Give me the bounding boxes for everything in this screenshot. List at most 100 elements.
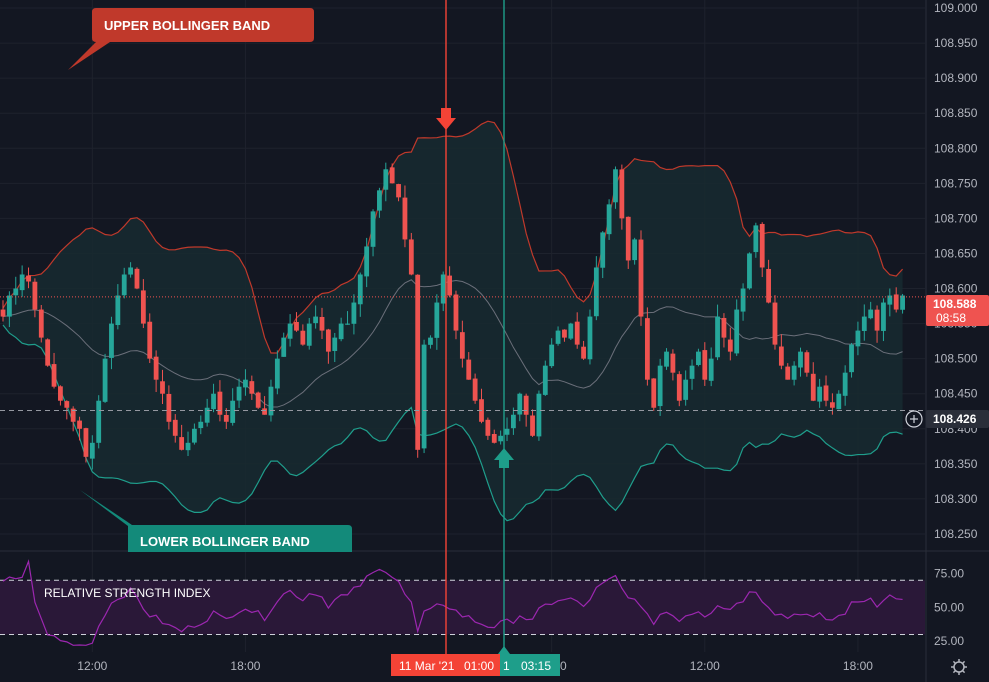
bar-countdown: 08:58: [936, 311, 966, 325]
lower-band-callout: LOWER BOLLINGER BAND: [80, 490, 352, 552]
candle-body: [715, 316, 720, 358]
lower-band-label: LOWER BOLLINGER BAND: [140, 534, 310, 549]
signal-markers: [436, 0, 514, 654]
price-tick-label: 108.900: [934, 71, 978, 85]
time-tick-label: 18:00: [230, 659, 260, 673]
candlestick-series: [0, 162, 925, 470]
candle-body: [32, 281, 38, 310]
candle-body: [523, 395, 529, 415]
price-tick-label: 109.000: [934, 1, 978, 15]
candle-body: [243, 379, 248, 388]
candle-body: [861, 316, 867, 332]
candle-body: [587, 316, 593, 360]
price-tick-label: 108.800: [934, 141, 978, 155]
candle-body: [759, 223, 765, 268]
price-tick-label: 108.750: [934, 176, 978, 190]
candle-body: [217, 391, 223, 415]
candle-body: [485, 419, 491, 436]
candle-body: [58, 386, 63, 401]
candle-body: [530, 415, 535, 436]
price-tick-label: 108.650: [934, 246, 978, 260]
candle-body: [676, 374, 682, 401]
buy-time-arrow-icon: [498, 646, 510, 654]
candle-body: [421, 344, 427, 449]
price-tick-label: 108.300: [934, 492, 978, 506]
candle-body: [804, 352, 810, 373]
middle-band-line: [2, 279, 903, 408]
current-price-tag: 108.588 08:58: [926, 295, 989, 326]
candle-body: [511, 414, 516, 429]
candle-body: [644, 318, 650, 380]
time-tick-label: 18:00: [843, 659, 873, 673]
candle-body: [345, 323, 350, 325]
candle-body: [817, 386, 823, 402]
candle-body: [555, 330, 561, 344]
candle-body: [849, 344, 854, 373]
candle-body: [6, 295, 12, 317]
price-tick-label: 108.350: [934, 457, 978, 471]
lower-band-line: [2, 324, 903, 522]
candle-body: [606, 204, 612, 235]
candle-body: [364, 246, 370, 277]
rsi-label: RELATIVE STRENGTH INDEX: [44, 586, 210, 600]
buy-time-fragment: 1: [503, 659, 510, 673]
candle-body: [881, 302, 886, 331]
candle-body: [115, 295, 121, 326]
candle-body: [498, 435, 504, 442]
candle-body: [836, 393, 842, 410]
rsi-tick-label: 75.00: [934, 567, 964, 581]
candle-body: [172, 419, 178, 436]
candle-body: [166, 393, 172, 422]
candle-body: [281, 337, 287, 357]
time-tick-label: 12:00: [77, 659, 107, 673]
candle-body: [581, 346, 586, 359]
candle-body: [778, 346, 784, 366]
candle-body: [689, 365, 695, 379]
candle-body: [753, 225, 759, 253]
candle-body: [702, 350, 708, 380]
candle-body: [428, 337, 433, 345]
rsi-tick-label: 25.00: [934, 634, 964, 648]
price-tick-label: 108.600: [934, 282, 978, 296]
candle-body: [313, 316, 319, 324]
candle-body: [893, 294, 899, 310]
candle-body: [536, 393, 542, 437]
candle-body: [300, 330, 306, 345]
sell-time-clock: 01:00: [464, 659, 494, 673]
candle-body: [810, 373, 816, 401]
sell-time-date: 11 Mar '21: [399, 659, 455, 673]
candle-body: [396, 184, 401, 198]
candle-body: [683, 379, 689, 400]
candle-body: [466, 359, 472, 380]
candle-body: [64, 401, 70, 408]
candle-body: [785, 366, 791, 380]
candle-body: [568, 323, 574, 339]
candle-body: [408, 239, 414, 275]
candle-body: [268, 386, 274, 416]
buy-time-clock: 03:15: [521, 659, 551, 673]
candle-body: [77, 420, 82, 429]
candle-body: [377, 190, 382, 211]
candle-body: [900, 295, 905, 310]
candle-body: [262, 408, 267, 415]
candle-body: [179, 437, 185, 450]
candle-body: [96, 400, 102, 443]
candle-body: [51, 364, 57, 387]
candle-body: [734, 309, 740, 354]
crosshair-plus-icon[interactable]: [905, 410, 923, 428]
candle-body: [287, 323, 293, 339]
candle-body: [798, 351, 803, 368]
candle-body: [542, 365, 548, 395]
candle-body: [160, 381, 165, 394]
candle-body: [721, 317, 727, 338]
candle-body: [651, 378, 657, 408]
candle-body: [134, 268, 140, 289]
candle-body: [708, 358, 714, 381]
candle-body: [632, 239, 638, 261]
candle-body: [192, 428, 197, 443]
buy-time-tag: 1 03:15: [500, 654, 560, 676]
candle-body: [383, 169, 389, 190]
candle-body: [45, 339, 51, 366]
gear-icon[interactable]: [951, 659, 967, 675]
